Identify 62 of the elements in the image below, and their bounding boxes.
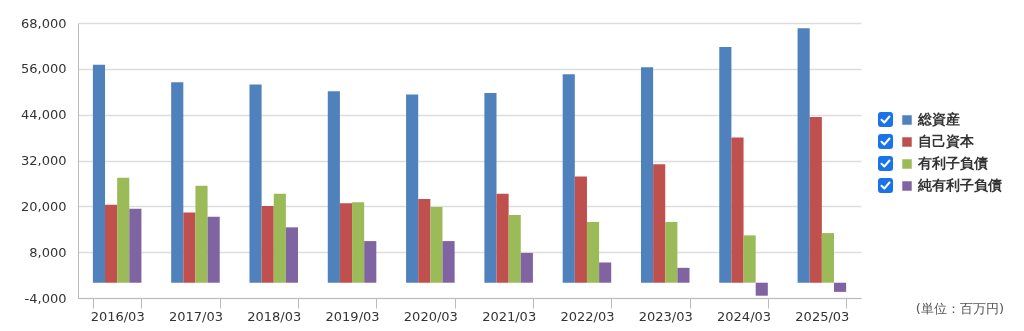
bar [430, 207, 443, 283]
bar [442, 241, 455, 283]
bar [755, 282, 768, 296]
bar [599, 262, 612, 283]
bar [821, 233, 834, 283]
legend-label: 総資産 [917, 111, 960, 127]
bar [249, 84, 262, 283]
bar [195, 185, 208, 283]
bar [171, 82, 184, 283]
bar [129, 208, 142, 283]
bar [207, 216, 220, 283]
y-tick-label: 44,000 [21, 107, 67, 123]
y-tick-label: 32,000 [21, 153, 67, 168]
y-tick-label: 68,000 [21, 15, 67, 31]
x-tick-label: 2021/03 [482, 308, 537, 324]
legend-label: 有利子負債 [917, 155, 988, 171]
x-tick-label: 2016/03 [90, 308, 145, 324]
bar [731, 137, 744, 283]
bar [261, 205, 274, 283]
bar [743, 235, 756, 283]
bar [339, 203, 353, 283]
y-tick-label: 8,000 [29, 244, 67, 260]
bar [562, 74, 575, 283]
bar [586, 221, 600, 283]
x-tick-label: 2022/03 [560, 308, 615, 324]
y-tick-label: -4,000 [24, 290, 67, 306]
bar [352, 202, 365, 283]
bar [833, 282, 847, 292]
bar [677, 267, 690, 283]
bar [797, 28, 810, 283]
bar [484, 92, 497, 283]
bar [327, 91, 340, 283]
x-tick-label: 2024/03 [717, 308, 772, 324]
bar [364, 241, 377, 283]
x-tick-label: 2023/03 [638, 308, 693, 324]
bar [520, 252, 533, 283]
bar [418, 199, 431, 283]
y-tick-label: 56,000 [21, 61, 67, 77]
legend-label: 自己資本 [918, 133, 975, 149]
bar [508, 215, 521, 283]
text: (単位：百万円) [915, 300, 1004, 318]
bar [640, 67, 654, 283]
bar [273, 193, 286, 283]
bar [809, 116, 822, 283]
y-tick-label: 20,000 [21, 198, 67, 214]
x-tick-label: 2020/03 [403, 308, 458, 324]
bar [105, 204, 118, 283]
bar [406, 94, 419, 283]
x-tick-label: 2018/03 [247, 308, 302, 324]
bar [285, 227, 299, 283]
legend-label: 純有利子負債 [917, 177, 1002, 193]
bar [574, 176, 587, 283]
bar [653, 164, 666, 283]
bar [496, 193, 509, 283]
bar [92, 64, 106, 283]
bar [665, 221, 678, 283]
x-tick-label: 2017/03 [168, 308, 223, 324]
bar [183, 212, 196, 283]
x-tick-label: 2019/03 [325, 308, 380, 324]
bar [719, 47, 732, 283]
x-tick-label: 2025/03 [795, 308, 850, 324]
bar [117, 177, 130, 283]
